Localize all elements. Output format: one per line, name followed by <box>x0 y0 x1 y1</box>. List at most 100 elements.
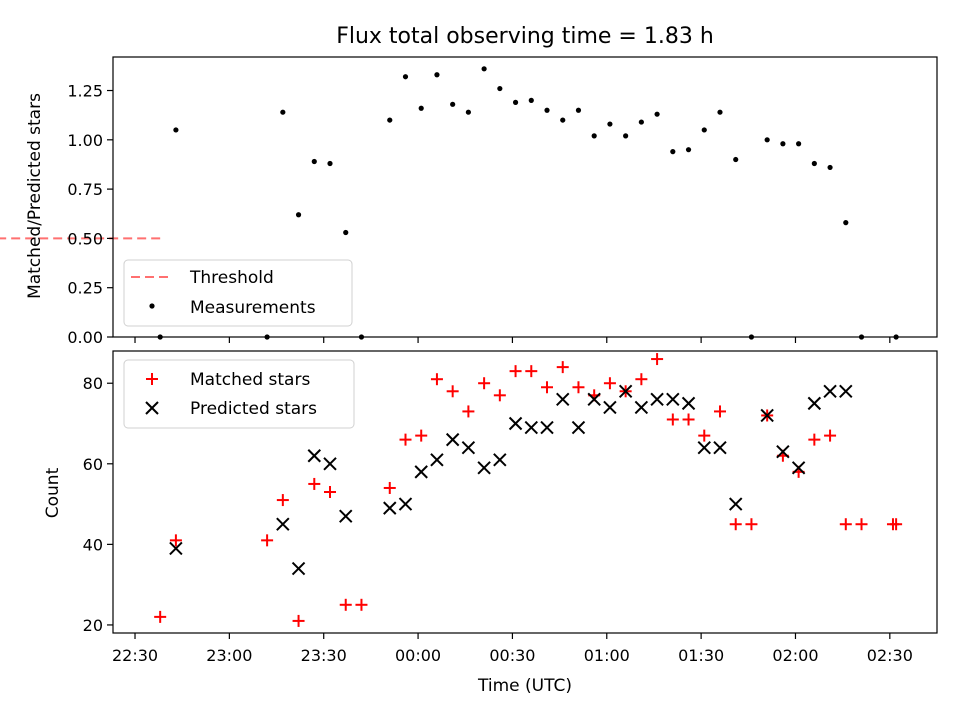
predicted-star-marker <box>618 384 633 398</box>
predicted-star-marker <box>681 396 696 411</box>
predicted-star-marker <box>414 465 428 479</box>
predicted-star-marker <box>587 392 601 407</box>
measurement-point <box>528 97 534 103</box>
matched-star-marker <box>261 534 274 547</box>
x-axis-label: Time (UTC) <box>477 676 572 696</box>
predicted-star-marker <box>339 509 353 523</box>
top-panel: 0.00 0.25 0.50 0.75 1.00 1.25 Matched/Predict… <box>0 56 938 347</box>
measurement-point <box>701 127 707 133</box>
predicted-star-marker <box>650 392 664 407</box>
measurement-point <box>311 158 317 165</box>
measurement-point <box>733 156 739 163</box>
top-y-axis-label: Matched/Predicted stars <box>25 93 45 299</box>
matched-star-marker <box>509 365 522 378</box>
measurement-point <box>280 109 286 115</box>
x-tick-label: 23:30 <box>301 646 347 665</box>
predicted-star-marker <box>307 449 321 463</box>
legend-matched-swatch <box>146 373 158 385</box>
top-measurements-layer <box>157 66 899 340</box>
measurement-point <box>654 111 660 117</box>
predicted-star-marker <box>823 384 837 398</box>
measurement-point <box>811 160 817 167</box>
x-tick-label: 01:30 <box>678 646 724 665</box>
measurement-point <box>717 109 723 115</box>
measurement-point <box>450 101 456 107</box>
predicted-star-marker <box>383 501 397 515</box>
matched-star-marker <box>383 481 396 494</box>
matched-star-marker <box>292 614 305 627</box>
bottom-x-axis: 22:30 23:00 23:30 00:00 00:30 01:00 01:30 02:00… <box>112 633 913 665</box>
y-tick-label: 60 <box>83 455 103 474</box>
y-tick-label: 0.50 <box>67 229 103 248</box>
predicted-star-marker <box>540 420 554 435</box>
matched-star-marker <box>462 405 475 418</box>
matched-star-marker <box>890 518 903 531</box>
y-tick-label: 20 <box>83 616 103 635</box>
x-tick-label: 01:00 <box>584 646 630 665</box>
legend-measurements-swatch <box>149 303 155 309</box>
y-tick-label: 1.00 <box>67 131 103 150</box>
predicted-star-marker <box>430 453 444 467</box>
matched-star-marker <box>324 486 337 498</box>
legend-threshold-label: Threshold <box>189 268 274 288</box>
bottom-legend: Matched stars Predicted stars <box>123 359 355 429</box>
measurement-point <box>343 229 349 236</box>
measurement-point <box>623 133 629 139</box>
matched-star-marker <box>698 429 711 442</box>
top-plot-frame <box>112 56 938 338</box>
matched-star-marker <box>666 413 679 426</box>
matched-star-marker <box>399 433 412 446</box>
x-tick-label: 02:30 <box>867 646 913 665</box>
matched-star-marker <box>808 433 821 446</box>
predicted-star-marker <box>291 561 306 576</box>
measurement-point <box>560 117 566 123</box>
predicted-star-marker <box>807 396 822 411</box>
measurement-point <box>638 119 644 125</box>
matched-star-marker <box>430 373 443 386</box>
measurement-point <box>327 160 333 167</box>
measurement-point <box>434 72 440 78</box>
x-tick-label: 02:00 <box>772 646 818 665</box>
measurement-point <box>512 99 519 105</box>
predicted-star-marker <box>571 420 586 435</box>
measurement-point <box>670 149 676 155</box>
matched-star-marker <box>572 381 585 394</box>
measurement-point <box>465 109 471 115</box>
measurement-point <box>295 212 302 218</box>
matched-star-marker <box>415 429 428 442</box>
measurement-point <box>544 107 550 113</box>
top-legend: Threshold Measurements <box>123 259 353 327</box>
measurement-point <box>497 85 503 92</box>
matched-star-marker <box>729 518 742 531</box>
predicted-star-marker <box>508 416 523 431</box>
x-tick-label: 00:00 <box>395 646 441 665</box>
matched-star-marker <box>541 381 554 394</box>
measurement-point <box>764 137 770 143</box>
top-x-axis <box>134 337 891 343</box>
predicted-star-marker <box>791 461 806 475</box>
top-legend-box <box>123 259 353 327</box>
measurement-point <box>607 121 613 127</box>
matched-star-marker <box>839 518 852 531</box>
matched-star-marker <box>355 598 368 611</box>
matched-star-marker <box>855 518 868 531</box>
bottom-y-axis-label: Count <box>43 467 63 518</box>
matched-star-marker <box>154 610 167 623</box>
predicted-star-marker <box>713 440 727 455</box>
top-y-axis: 0.00 0.25 0.50 0.75 1.00 1.25 <box>67 82 113 347</box>
measurement-point <box>685 147 692 153</box>
y-tick-label: 40 <box>83 535 103 554</box>
matched-star-marker <box>169 534 182 547</box>
matched-star-marker <box>339 598 352 611</box>
measurement-point <box>843 220 849 226</box>
x-tick-label: 23:00 <box>206 646 252 665</box>
predicted-star-marker <box>729 497 743 511</box>
x-tick-label: 22:30 <box>112 646 158 665</box>
predicted-star-marker <box>276 517 290 531</box>
predicted-star-marker <box>634 400 649 415</box>
predicted-star-marker <box>556 392 570 407</box>
matched-star-marker <box>525 365 538 378</box>
y-tick-label: 80 <box>83 374 103 393</box>
measurement-point <box>402 74 409 80</box>
bottom-legend-box <box>123 359 355 429</box>
